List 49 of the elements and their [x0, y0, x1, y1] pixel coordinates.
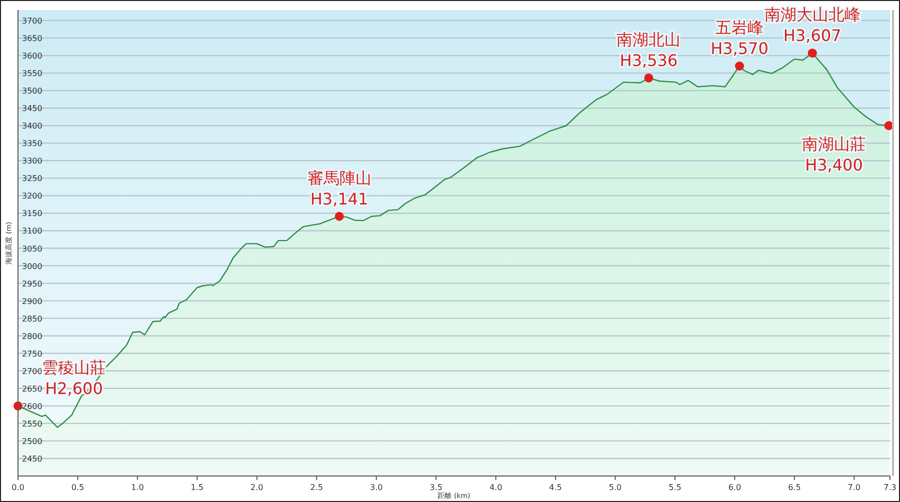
- point: [808, 48, 817, 58]
- y-tick-label: 3250: [22, 174, 42, 184]
- x-tick-label: 4.5: [549, 483, 562, 492]
- y-tick-label: 2900: [22, 296, 42, 306]
- x-tick-label: 5.5: [668, 483, 682, 492]
- point: [644, 73, 654, 82]
- y-tick-label: 3100: [22, 226, 42, 236]
- x-tick-label: 4.0: [489, 483, 502, 492]
- x-tick-label: 6.0: [728, 483, 742, 492]
- x-tick-label: 5.0: [608, 483, 622, 492]
- y-tick-label: 3200: [22, 192, 42, 201]
- annotation: 南湖山莊 H3,400: [802, 134, 866, 175]
- y-tick-label: 3700: [22, 16, 42, 26]
- point: [734, 62, 744, 71]
- y-tick-label: 3400: [22, 122, 42, 131]
- y-tick-label: 2800: [22, 332, 42, 341]
- y-tick-label: 3300: [22, 156, 42, 166]
- y-tick-label: 2600: [22, 402, 42, 411]
- x-tick-label: 1.5: [190, 483, 204, 492]
- y-tick-label: 2850: [22, 314, 42, 324]
- x-tick-label: 7.0: [848, 483, 861, 492]
- y-tick-label: 2950: [22, 279, 42, 288]
- y-tick-label: 3050: [22, 244, 42, 254]
- annotation: 南湖北山 H3,536: [616, 30, 681, 70]
- x-tick-label: 3.0: [370, 483, 383, 492]
- y-tick-label: 3000: [22, 262, 42, 271]
- y-tick-label: 2700: [22, 366, 42, 376]
- x-tick-label: 2.5: [310, 483, 323, 492]
- x-tick-label: 6.5: [788, 483, 801, 492]
- y-tick-label: 3550: [22, 69, 42, 78]
- x-tick-label: 0.5: [71, 483, 84, 492]
- y-tick-label: 2450: [22, 454, 42, 464]
- x-tick-label: 1.0: [131, 483, 144, 492]
- y-tick-label: 2750: [22, 349, 42, 358]
- y-tick-label: 3150: [22, 209, 42, 218]
- y-tick-label: 3350: [22, 139, 42, 148]
- x-tick-label: 0.0: [12, 483, 24, 492]
- y-tick-label: 3500: [22, 86, 42, 96]
- x-tick-label: 3.5: [430, 483, 442, 492]
- point: [334, 212, 344, 221]
- x-tick-label: 7.3: [884, 483, 896, 492]
- y-tick-label: 3650: [22, 34, 42, 44]
- y-tick-label: 2500: [22, 436, 42, 446]
- y-tick-label: 3450: [22, 104, 42, 114]
- y-tick-label: 3600: [22, 52, 42, 61]
- y-tick-label: 2650: [22, 384, 42, 394]
- annotation: 審馬陣山 H3,141: [307, 168, 372, 208]
- x-tick-label: 2.0: [250, 483, 264, 492]
- y-tick-label: 2550: [22, 419, 42, 428]
